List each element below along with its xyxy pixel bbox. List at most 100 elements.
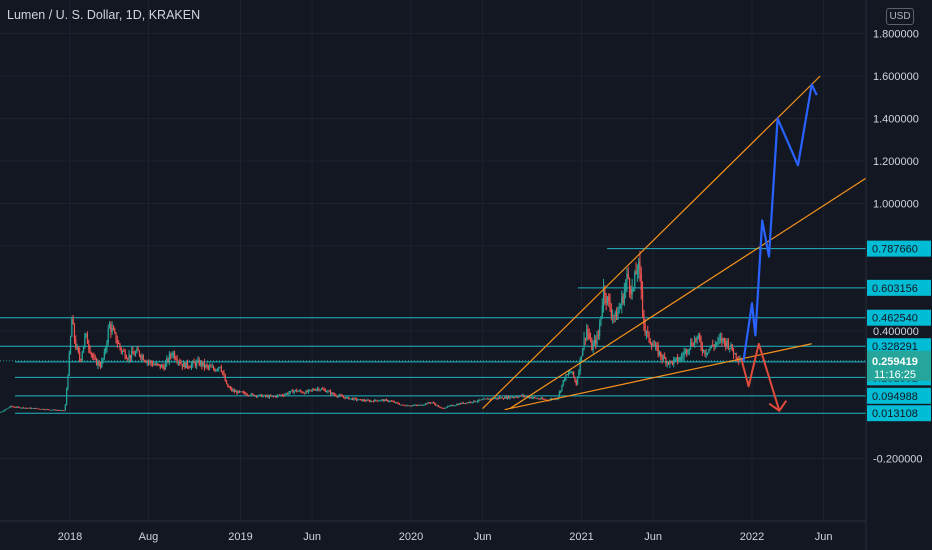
candle-body	[110, 324, 112, 332]
candle-body	[589, 338, 592, 340]
candle-body	[98, 361, 100, 366]
candle-body	[220, 367, 222, 372]
candle-body	[251, 393, 254, 395]
candle-body	[2, 411, 4, 413]
candle-body	[521, 395, 523, 397]
candle-body	[472, 400, 475, 403]
candle-body	[241, 391, 243, 393]
candle-body	[326, 391, 328, 393]
candle-body	[216, 369, 219, 370]
candle-body	[140, 355, 142, 359]
candle-body	[734, 353, 736, 355]
candle-body	[150, 361, 152, 364]
candle-body	[306, 391, 308, 393]
candle-body	[544, 399, 546, 401]
y-tick-label: 1.400000	[873, 114, 919, 126]
candle-body	[526, 396, 528, 398]
x-tick-label: Aug	[139, 531, 159, 543]
candle-body	[703, 350, 705, 352]
candle-body	[60, 410, 63, 411]
trend-lines	[482, 75, 867, 411]
candle-body	[188, 366, 190, 368]
candle-body	[652, 345, 654, 347]
candle-body	[625, 282, 627, 291]
candle-body	[212, 366, 215, 370]
candle-body	[115, 332, 117, 342]
candle-body	[357, 399, 359, 401]
candle-body	[244, 392, 246, 394]
candle-body	[103, 351, 105, 359]
candle-body	[12, 406, 14, 408]
candle-body	[510, 396, 512, 398]
candle-body	[605, 297, 607, 303]
candle-body	[27, 408, 29, 409]
candle-body	[1, 411, 3, 413]
candle-body	[644, 324, 646, 334]
candle-body	[171, 355, 173, 357]
candle-body	[124, 351, 126, 358]
candle-body	[623, 290, 625, 304]
candle-body	[574, 377, 576, 381]
candle-body	[394, 402, 397, 404]
candlestick-series	[0, 250, 744, 413]
candle-body	[310, 389, 312, 391]
candle-body	[522, 395, 524, 397]
candle-body	[59, 410, 61, 411]
trend-line	[509, 177, 867, 410]
candle-body	[71, 319, 73, 337]
symbol-title: Lumen / U. S. Dollar, 1D, KRAKEN	[7, 8, 201, 22]
candle-body	[731, 344, 733, 351]
candle-body	[632, 287, 635, 288]
candle-body	[162, 365, 164, 367]
x-tick-label: 2021	[569, 531, 593, 543]
candle-body	[81, 352, 83, 361]
candle-body	[493, 398, 495, 400]
candle-body	[261, 394, 263, 397]
candle-body	[167, 358, 169, 362]
candle-body	[595, 339, 597, 344]
level-label-box	[867, 387, 931, 404]
candle-body	[483, 398, 485, 400]
candle-body	[301, 391, 303, 393]
candle-body	[235, 391, 237, 393]
candle-body	[155, 363, 157, 365]
candle-body	[669, 360, 671, 365]
candle-body	[58, 410, 60, 412]
candle-body	[134, 352, 137, 356]
candle-body	[701, 347, 703, 352]
level-label-text: 0.328291	[872, 341, 918, 353]
candle-body	[127, 358, 129, 360]
candle-body	[532, 397, 534, 399]
level-label-box	[867, 309, 931, 326]
candle-body	[250, 393, 252, 396]
candle-body	[248, 395, 250, 396]
candle-body	[337, 395, 339, 397]
candle-body	[411, 405, 414, 407]
candle-body	[340, 395, 342, 396]
candle-body	[311, 389, 313, 391]
candle-body	[160, 365, 163, 368]
candle-body	[474, 400, 476, 402]
candle-body	[380, 399, 382, 401]
candle-body	[84, 335, 86, 346]
candle-body	[294, 389, 297, 391]
candle-body	[712, 345, 714, 346]
candle-body	[37, 408, 39, 410]
candle-body	[361, 399, 363, 402]
candle-body	[201, 361, 203, 366]
candle-body	[428, 402, 430, 404]
currency-button[interactable]: USD	[886, 8, 914, 25]
candle-body	[267, 395, 269, 398]
candle-body	[500, 397, 502, 399]
candle-body	[450, 405, 453, 407]
candle-body	[718, 338, 720, 340]
candle-body	[462, 402, 464, 404]
candle-body	[224, 375, 226, 382]
candle-body	[452, 405, 454, 407]
candle-body	[653, 345, 655, 347]
candle-body	[444, 408, 446, 409]
candle-body	[125, 357, 128, 359]
candle-body	[116, 341, 118, 344]
candle-body	[284, 394, 286, 396]
